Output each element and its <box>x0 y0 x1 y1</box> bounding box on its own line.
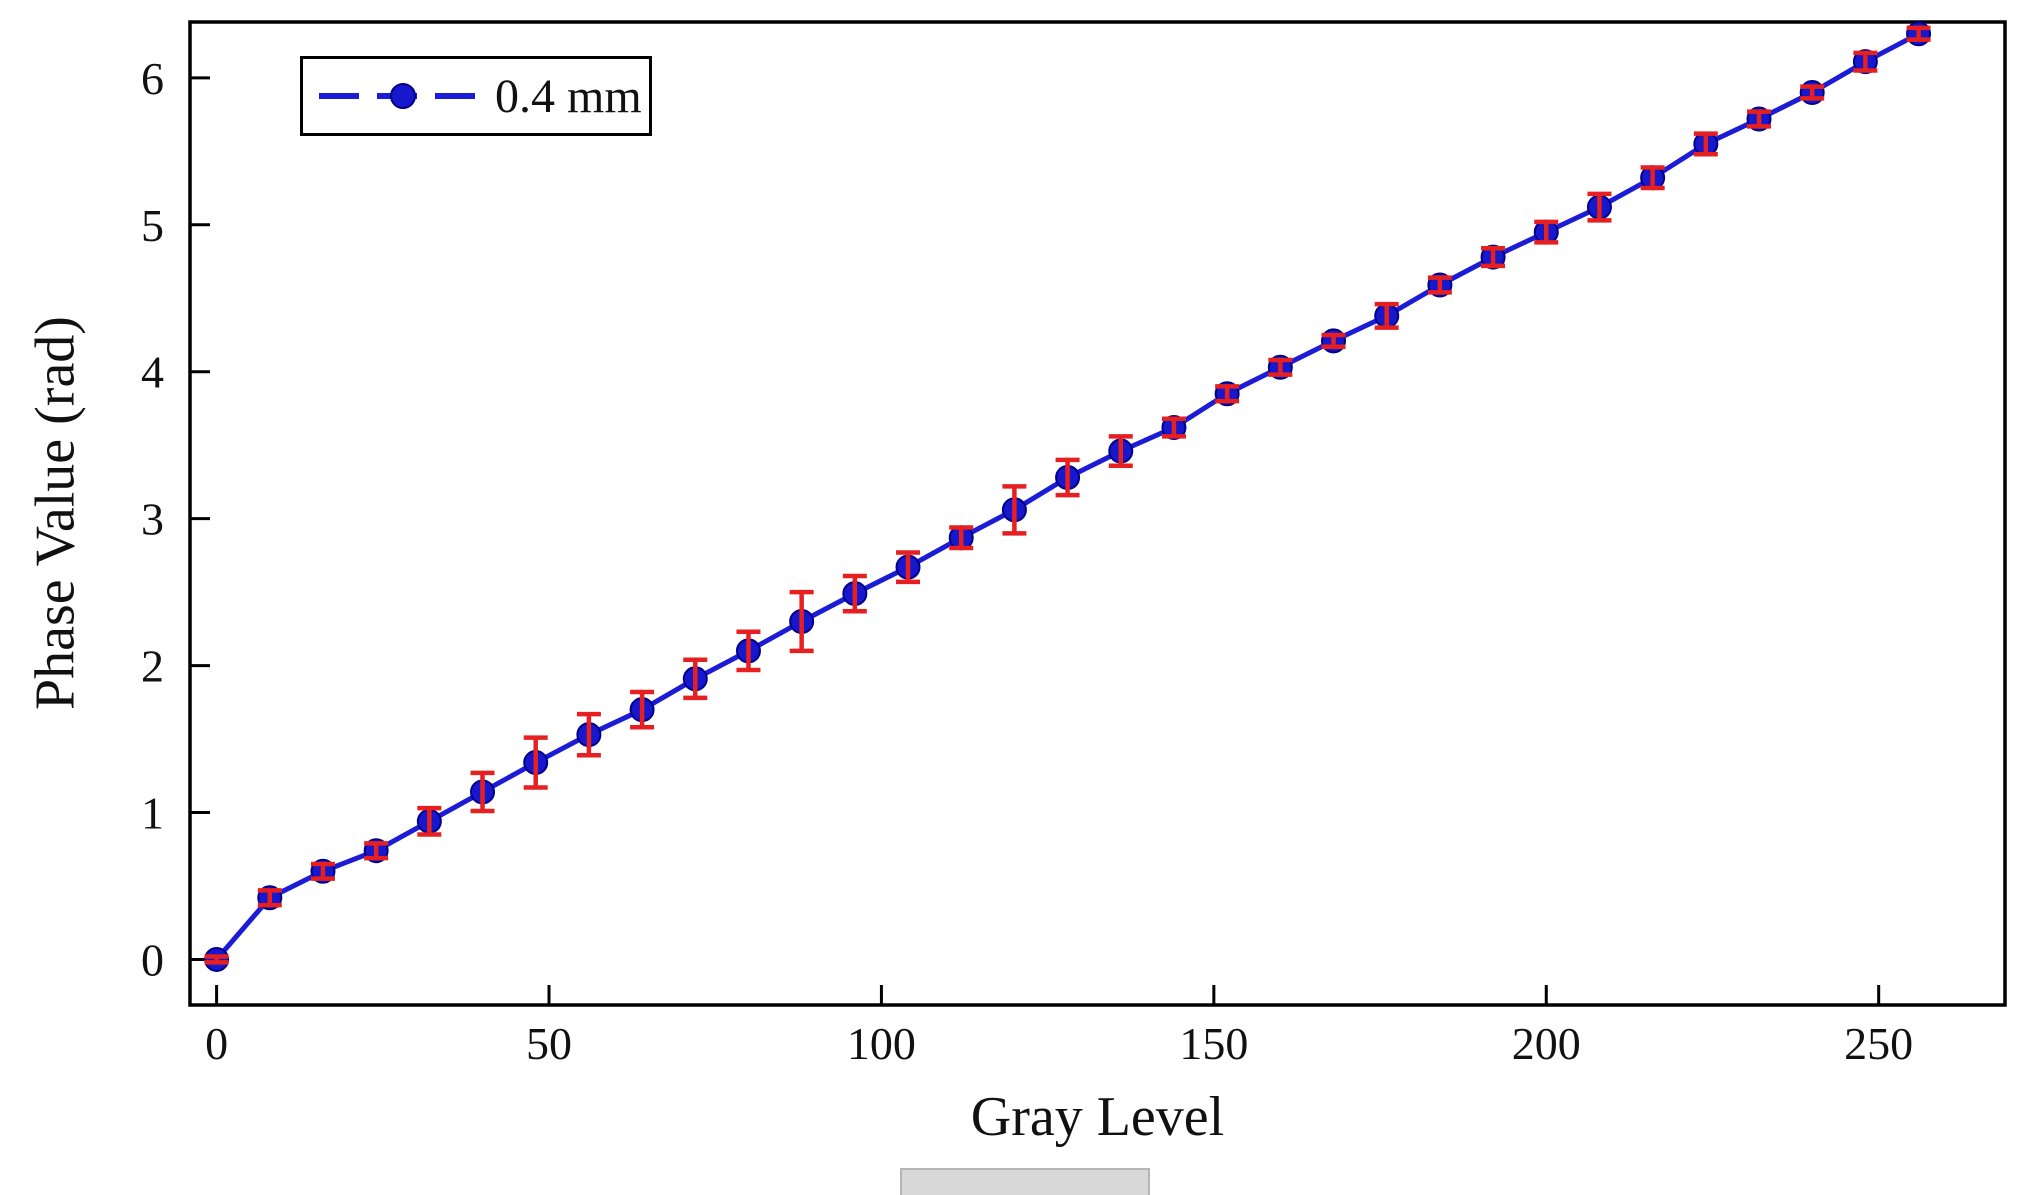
x-tick-label: 250 <box>1844 1018 1913 1069</box>
x-axis-label: Gray Level <box>970 1086 1225 1148</box>
legend-line-sample-icon <box>319 83 487 109</box>
legend-entry-label: 0.4 mm <box>495 69 642 123</box>
x-tick-label: 0 <box>205 1018 228 1069</box>
x-tick-label: 150 <box>1179 1018 1248 1069</box>
y-tick-label: 0 <box>141 934 164 985</box>
y-axis-label: Phase Value (rad) <box>24 316 87 710</box>
y-tick-label: 4 <box>141 347 164 398</box>
y-tick-label: 2 <box>141 641 164 692</box>
y-tick-label: 1 <box>141 788 164 839</box>
legend-marker-icon <box>390 83 416 109</box>
x-tick-label: 50 <box>526 1018 572 1069</box>
x-tick-label: 100 <box>847 1018 916 1069</box>
plot-frame <box>188 20 2007 1007</box>
y-tick-label: 3 <box>141 494 164 545</box>
legend-box: 0.4 mm <box>300 56 652 136</box>
x-tick-label: 200 <box>1512 1018 1581 1069</box>
y-tick-label: 5 <box>141 200 164 251</box>
cropped-caption-box <box>900 1168 1150 1195</box>
y-tick-label: 6 <box>141 53 164 104</box>
